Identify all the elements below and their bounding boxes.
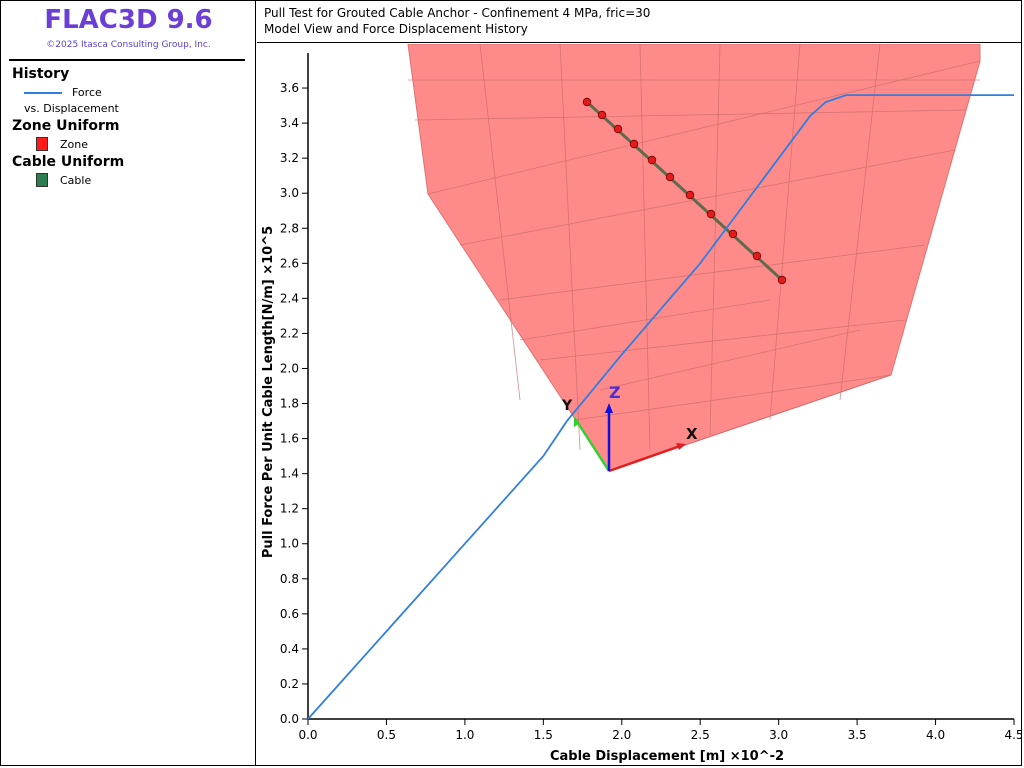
y-tick-label: 2.0	[280, 361, 299, 375]
gizmo-y-axis	[574, 419, 611, 472]
legend-panel: FLAC3D 9.6 ©2025 Itasca Consulting Group…	[1, 1, 256, 765]
x-tick-label: 1.5	[534, 728, 553, 742]
cable-node	[728, 229, 738, 239]
legend-divider	[9, 59, 245, 61]
cable-node	[706, 209, 716, 219]
cable-element	[582, 97, 787, 285]
y-tick-label: 3.2	[280, 151, 299, 165]
y-tick-label: 0.4	[280, 642, 299, 656]
y-tick-label: 2.4	[280, 291, 299, 305]
axes-gizmo: X Y Z	[561, 383, 698, 473]
plot-title-box: Pull Test for Grouted Cable Anchor - Con…	[257, 1, 1021, 43]
gizmo-x-axis	[608, 443, 684, 473]
y-tick-label: 1.2	[280, 502, 299, 516]
zone-color-swatch	[36, 137, 48, 151]
cable-node	[613, 124, 623, 134]
copyright-text: ©2025 Itasca Consulting Group, Inc.	[46, 40, 211, 50]
y-tick-label: 3.6	[280, 81, 299, 95]
force-line-swatch	[24, 92, 62, 94]
cable-color-swatch	[36, 173, 48, 187]
x-tick-label: 0.0	[298, 728, 317, 742]
gizmo-y-arrowhead	[574, 416, 580, 427]
gizmo-x-label: X	[686, 425, 698, 443]
gizmo-z-arrowhead	[605, 403, 613, 413]
y-tick-label: 2.8	[280, 221, 299, 235]
force-displacement-line	[307, 94, 1014, 720]
x-tick-label: 1.0	[455, 728, 474, 742]
x-tick-label: 3.5	[848, 728, 867, 742]
cable-node	[665, 172, 675, 182]
legend-history-sub: vs. Displacement	[24, 102, 119, 115]
y-tick-label: 1.0	[280, 537, 299, 551]
cable-node	[582, 97, 592, 107]
y-tick-label: 0.8	[280, 572, 299, 586]
y-tick-label: 0.2	[280, 677, 299, 691]
gizmo-z-label: Z	[609, 383, 621, 402]
cable-node	[777, 275, 787, 285]
legend-zone-label: Zone	[60, 138, 89, 151]
plot-axes: 0.0 0.5 1.0 1.5 2.0 2.5 3.0 3.5 4.0 4.5 0.0 0.2 0.4 0…	[261, 53, 1021, 764]
gizmo-y-label: Y	[561, 398, 573, 414]
zone-block	[407, 44, 981, 472]
y-axis-label: Pull Force Per Unit Cable Length[N/m] ×1…	[261, 226, 276, 558]
y-tick-label: 2.6	[280, 256, 299, 270]
legend-force-label: Force	[72, 86, 102, 99]
plot-title: Pull Test for Grouted Cable Anchor - Con…	[264, 6, 651, 20]
x-axis-label: Cable Displacement [m] ×10^-2	[550, 749, 784, 764]
y-tick-label: 1.4	[280, 467, 299, 481]
legend-zone-heading: Zone Uniform	[12, 118, 120, 134]
y-tick-label: 2.2	[280, 326, 299, 340]
cable-node	[752, 251, 762, 261]
x-tick-label: 2.0	[612, 728, 631, 742]
y-tick-label: 3.0	[280, 186, 299, 200]
x-tick-label: 0.5	[377, 728, 396, 742]
y-tick-label: 0.0	[280, 712, 299, 726]
y-tick-label: 1.6	[280, 432, 299, 446]
model-view-chart[interactable]: X Y Z 0.0 0.5 1.0 1.5 2.0 2.5 3.0 3.5 4.0 4.50.00…	[257, 44, 1021, 765]
legend-cable-label: Cable	[60, 174, 92, 187]
app-title: FLAC3D 9.6	[44, 5, 213, 35]
plot-subtitle: Model View and Force Displacement Histor…	[264, 22, 528, 36]
y-tick-label: 0.6	[280, 607, 299, 621]
legend-cable-heading: Cable Uniform	[12, 154, 125, 170]
cable-node	[629, 139, 639, 149]
x-tick-label: 4.0	[926, 728, 945, 742]
cable-node	[597, 110, 607, 120]
y-tick-label: 1.8	[280, 397, 299, 411]
cable-node	[647, 155, 657, 165]
y-tick-label: 3.4	[280, 116, 299, 130]
x-tick-label: 4.5	[1004, 728, 1021, 742]
cable-node	[685, 190, 695, 200]
x-tick-label: 3.0	[769, 728, 788, 742]
legend-history-heading: History	[12, 66, 70, 82]
plot-series	[307, 94, 1014, 720]
x-tick-label: 2.5	[691, 728, 710, 742]
gizmo-x-arrowhead	[676, 443, 686, 450]
